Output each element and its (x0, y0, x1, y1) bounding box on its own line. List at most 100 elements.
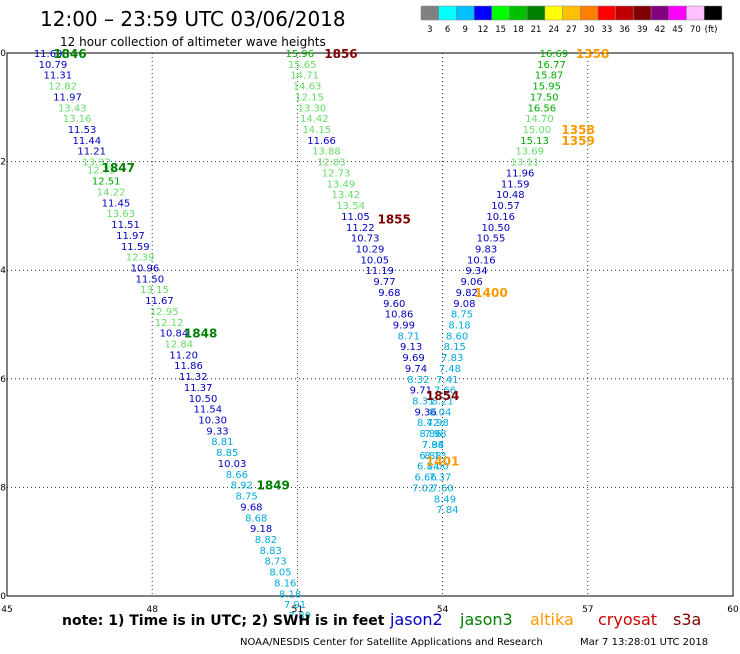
swh-value-label: 14.70 (525, 114, 554, 125)
swh-value-label: 12.51 (92, 177, 121, 188)
x-tick-label: 51 (292, 605, 303, 615)
swh-value-label: 11.21 (77, 147, 106, 158)
swh-value-label: 13.16 (63, 114, 92, 125)
swh-value-label: 11.86 (174, 361, 203, 372)
track-track_B: 15.9615.6514.7114.6312.1513.3014.4214.15… (285, 49, 458, 516)
swh-value-label: 14.22 (97, 187, 126, 198)
swh-value-label: 7.66 (434, 386, 456, 397)
swh-value-label: 9.18 (250, 524, 272, 535)
scale-swatch (562, 5, 581, 21)
color-scale-legend: 3 6 9 12 15 18 21 24 27 30 33 36 39 42 45 70 (ft) (420, 5, 723, 35)
y-tick-label: -40 (0, 592, 6, 602)
swh-value-label: 16.77 (537, 60, 566, 71)
swh-value-label: 15.13 (520, 136, 549, 147)
time-label: 1401 (426, 454, 459, 468)
swh-value-label: 11.37 (184, 383, 213, 394)
y-tick-label: -38 (0, 483, 6, 493)
swh-value-label: 8.82 (255, 535, 277, 546)
x-tick-label: 54 (437, 605, 449, 615)
swh-value-label: 7.89 (289, 611, 311, 622)
time-label: 1358 (561, 123, 594, 137)
swh-value-label: 11.50 (135, 274, 164, 285)
satellite-s3a-label: s3a (673, 610, 701, 629)
footer-timestamp: Mar 7 13:28:01 UTC 2018 (580, 637, 708, 648)
time-label: 1855 (377, 213, 410, 227)
scale-label: 70 (690, 25, 701, 35)
scale-swatch (615, 5, 634, 21)
swh-value-label: 7.83 (441, 353, 463, 364)
swh-value-label: 7.88 (422, 440, 444, 451)
scale-label: 21 (531, 25, 542, 35)
time-label: 1359 (561, 134, 594, 148)
swh-value-label: 7.91 (284, 600, 306, 611)
swh-value-label: 9.74 (405, 364, 427, 375)
swh-value-label: 8.16 (274, 578, 296, 589)
swh-value-label: 6.14 (417, 462, 439, 473)
swh-value-label: 8.83 (260, 546, 282, 557)
swh-value-label: 10.16 (486, 212, 515, 223)
swh-value-label: 11.22 (346, 223, 375, 234)
footer-credit: NOAA/NESDIS Center for Satellite Applica… (240, 637, 543, 648)
swh-value-label: 9.36 (415, 407, 437, 418)
swh-value-label: 9.68 (240, 502, 262, 513)
footer-note: note: 1) Time is in UTC; 2) SWH is in fe… (62, 613, 385, 629)
swh-value-label: 7.02 (412, 483, 434, 494)
swh-value-label: 8.18 (279, 589, 301, 600)
swh-value-label: 14.42 (300, 114, 329, 125)
swh-value-label: 11.59 (121, 242, 150, 253)
swh-value-label: 11.51 (111, 220, 140, 231)
swh-value-label: 11.67 (145, 296, 174, 307)
y-tick-label: -32 (0, 158, 6, 168)
scale-label: 12 (478, 25, 489, 35)
scale-label: 3 (427, 25, 432, 35)
scale-swatch (597, 5, 616, 21)
time-label: 1358 (576, 47, 609, 61)
x-tick-label: 60 (727, 605, 739, 615)
swh-value-label: 8.60 (446, 331, 468, 342)
swh-value-label: 11.32 (179, 372, 208, 383)
scale-swatch (509, 5, 528, 21)
swh-value-label: 11.53 (68, 125, 97, 136)
swh-value-label: 13.88 (312, 147, 341, 158)
satellite-jason2-label: jason2 (389, 610, 443, 629)
swh-value-label: 11.05 (341, 212, 370, 223)
swh-value-label: 7.41 (436, 375, 458, 386)
swh-value-label: 11.20 (169, 350, 198, 361)
swh-value-label: 12.72 (87, 166, 116, 177)
swh-value-label: 12.82 (48, 82, 77, 93)
scale-label: 30 (584, 25, 595, 35)
swh-value-label: 8.21 (431, 397, 453, 408)
swh-value-label: 9.33 (206, 426, 228, 437)
swh-value-label: 10.96 (131, 263, 160, 274)
page-title: 12:00 – 23:59 UTC 03/06/2018 (40, 7, 346, 31)
swh-value-label: 10.73 (351, 234, 380, 245)
swh-value-label: 10.84 (160, 329, 189, 340)
swh-value-label: 11.97 (53, 92, 82, 103)
swh-value-label: 8.42 (417, 418, 439, 429)
swh-value-label: 7.37 (429, 473, 451, 484)
swh-value-label: 12.95 (150, 307, 179, 318)
swh-value-label: 9.82 (456, 288, 478, 299)
swh-value-label: 10.48 (496, 190, 525, 201)
swh-value-label: 10.57 (491, 201, 520, 212)
swh-value-label: 7.84 (436, 505, 458, 516)
scale-label: 15 (495, 25, 506, 35)
scale-swatch (703, 5, 723, 21)
satellite-legend: jason2 jason3 altika cryosat s3a (389, 610, 701, 629)
swh-value-label: 10.50 (482, 223, 511, 234)
swh-value-label: 11.45 (102, 198, 131, 209)
swh-value-label: 8.00 (427, 462, 449, 473)
swh-value-label: 8.92 (231, 481, 253, 492)
satellite-altika-label: altika (530, 610, 574, 629)
swh-value-label: 11.54 (194, 405, 223, 416)
swh-value-label: 12.12 (155, 318, 184, 329)
satellite-cryosat-label: cryosat (598, 610, 657, 629)
scale-swatch (544, 5, 563, 21)
swh-value-label: 8.86 (419, 429, 441, 440)
swh-value-label: 10.03 (218, 459, 247, 470)
swh-value-label: 8.75 (451, 310, 473, 321)
swh-value-label: 16.56 (527, 103, 556, 114)
swh-value-label: 10.30 (198, 416, 227, 427)
scale-label: 42 (655, 25, 666, 35)
